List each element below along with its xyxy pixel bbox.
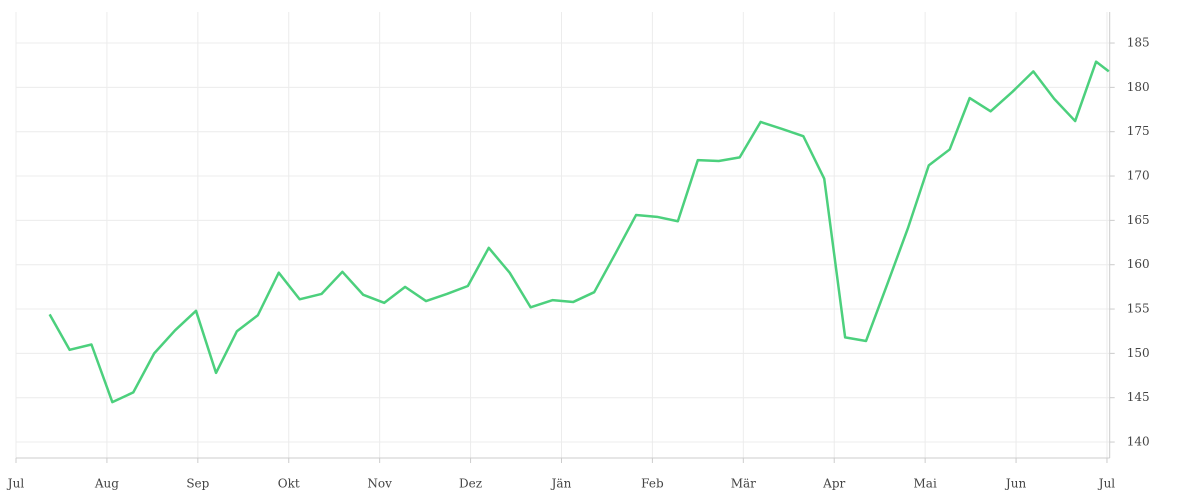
y-tick-label: 155 (1127, 302, 1150, 316)
x-tick-label: Okt (278, 477, 300, 491)
x-tick-label: Sep (186, 477, 209, 491)
y-tick-label: 185 (1127, 36, 1150, 50)
y-tick-label: 140 (1127, 435, 1150, 449)
x-tick-label: Feb (641, 477, 664, 491)
y-tick-label: 160 (1127, 257, 1150, 271)
x-tick-label: Nov (367, 477, 392, 491)
y-tick-label: 175 (1127, 124, 1150, 138)
x-tick-label: Aug (94, 477, 119, 491)
x-tick-label: Apr (822, 477, 845, 491)
x-tick-label: Jul (6, 477, 25, 491)
x-tick-label: Jul (1097, 477, 1116, 491)
x-tick-label: Mai (914, 477, 937, 491)
x-tick-label: Jän (550, 477, 572, 491)
x-tick-label: Mär (731, 477, 756, 491)
y-tick-label: 165 (1127, 213, 1150, 227)
y-tick-label: 145 (1127, 390, 1150, 404)
y-tick-label: 170 (1127, 169, 1150, 183)
line (48, 60, 1110, 404)
x-tick-label: Dez (459, 477, 482, 491)
y-tick-label: 150 (1127, 346, 1150, 360)
x-tick-label: Jun (1004, 477, 1027, 491)
y-tick-label: 180 (1127, 80, 1150, 94)
